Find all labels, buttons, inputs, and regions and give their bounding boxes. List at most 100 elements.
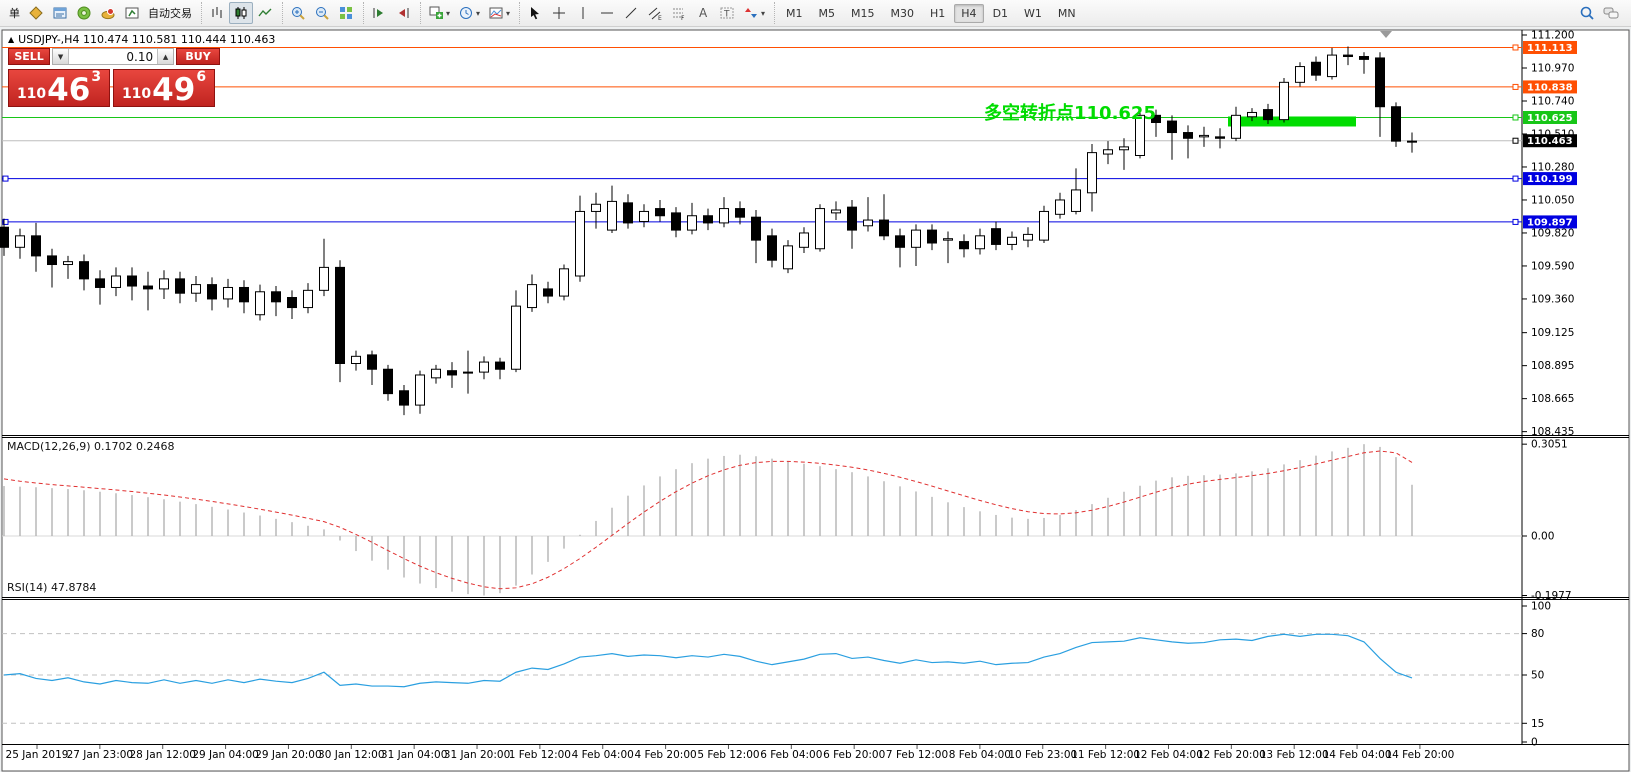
hline-right-marker[interactable] — [1512, 218, 1519, 225]
price-tick-label: 111.200 — [1531, 30, 1574, 42]
vertical-line-icon[interactable] — [571, 2, 595, 24]
zoom-in-icon[interactable] — [286, 2, 310, 24]
candle-body — [1151, 114, 1161, 124]
candle-body — [559, 268, 569, 297]
hline-left-marker[interactable] — [2, 175, 9, 182]
time-label[interactable]: 4 Feb 04:00 — [572, 749, 634, 761]
timeframe-m1-button[interactable]: M1 — [786, 6, 803, 20]
sell-price-button[interactable]: 110 46 3 — [8, 69, 110, 107]
timeframe-h4-button[interactable]: H4 — [954, 3, 984, 23]
time-label[interactable]: 6 Feb 04:00 — [760, 749, 822, 761]
time-label[interactable]: 14 Feb 20:00 — [1385, 749, 1454, 761]
new-order-button[interactable]: 单 — [9, 7, 20, 20]
timeframe-w1-button[interactable]: W1 — [1024, 6, 1042, 20]
time-label[interactable]: 13 Feb 12:00 — [1260, 749, 1329, 761]
time-label[interactable]: 7 Feb 12:00 — [886, 749, 948, 761]
time-label[interactable]: 6 Feb 20:00 — [823, 749, 885, 761]
timeframe-m30-button[interactable]: M30 — [890, 6, 915, 20]
collapse-arrow-icon[interactable]: ▲ — [8, 35, 15, 44]
svg-text:E: E — [658, 15, 662, 21]
hline-right-marker[interactable] — [1512, 83, 1519, 90]
sell-button[interactable]: SELL — [8, 48, 51, 65]
candle-body — [335, 266, 345, 365]
candlestick-chart-icon[interactable] — [229, 2, 253, 24]
volume-decrease-button[interactable]: ▼ — [53, 49, 70, 64]
new-chart-caret[interactable]: ▾ — [446, 8, 451, 18]
buy-price-big: 49 — [152, 71, 196, 108]
hline-right-marker[interactable] — [1512, 175, 1519, 182]
chart-title-text: USDJPY-,H4 110.474 110.581 110.444 110.4… — [18, 33, 276, 46]
time-label[interactable]: 28 Jan 12:00 — [129, 749, 195, 761]
period-caret[interactable]: ▾ — [476, 8, 481, 18]
market-watch-icon[interactable] — [48, 2, 72, 24]
buy-button[interactable]: BUY — [176, 48, 220, 65]
zoom-out-icon[interactable] — [310, 2, 334, 24]
timeframe-mn-button[interactable]: MN — [1057, 6, 1076, 20]
horizontal-line-icon[interactable] — [595, 2, 619, 24]
time-label[interactable]: 5 Feb 12:00 — [697, 749, 759, 761]
trendline-icon[interactable] — [619, 2, 643, 24]
chat-icon[interactable] — [1599, 2, 1623, 24]
price-tick-label: 110.050 — [1531, 194, 1574, 206]
time-label[interactable]: 8 Feb 04:00 — [949, 749, 1011, 761]
time-label[interactable]: 12 Feb 04:00 — [1134, 749, 1203, 761]
template-caret[interactable]: ▾ — [506, 8, 511, 18]
template-icon[interactable] — [484, 2, 508, 24]
hline-right-marker[interactable] — [1512, 114, 1519, 121]
volume-increase-button[interactable]: ▲ — [157, 49, 174, 64]
candle-body — [239, 286, 249, 303]
time-label[interactable]: 1 Feb 12:00 — [509, 749, 571, 761]
arrows-icon[interactable] — [739, 2, 763, 24]
candle-body — [511, 305, 521, 370]
price-badge-109.897 — [1523, 215, 1577, 229]
buy-price-button[interactable]: 110 49 6 — [113, 69, 215, 107]
navigator-icon[interactable] — [72, 2, 96, 24]
time-label[interactable]: 25 Jan 2019 — [6, 749, 69, 761]
new-chart-icon[interactable] — [424, 2, 448, 24]
time-label[interactable]: 10 Feb 23:00 — [1008, 749, 1077, 761]
timeframe-h1-button[interactable]: H1 — [930, 6, 946, 20]
candle-body — [31, 235, 41, 257]
hline-left-marker[interactable] — [2, 218, 9, 225]
candle-body — [1135, 114, 1145, 156]
channel-icon[interactable]: E — [643, 2, 667, 24]
time-label[interactable]: 27 Jan 23:00 — [67, 749, 133, 761]
volume-input[interactable]: 0.10 — [126, 49, 154, 64]
candle-body — [527, 284, 537, 309]
autotrading-icon[interactable] — [120, 2, 144, 24]
cursor-icon[interactable] — [523, 2, 547, 24]
terminal-icon[interactable] — [96, 2, 120, 24]
pivot-highlight-band — [1228, 116, 1356, 127]
bar-chart-icon[interactable] — [205, 2, 229, 24]
time-label[interactable]: 29 Jan 20:00 — [255, 749, 321, 761]
timeframe-m5-button[interactable]: M5 — [818, 6, 836, 20]
chart-shift-icon[interactable] — [391, 2, 415, 24]
time-label[interactable]: 31 Jan 20:00 — [444, 749, 510, 761]
tile-windows-icon[interactable] — [334, 2, 358, 24]
new-order-icon[interactable] — [24, 2, 48, 24]
hline-right-marker[interactable] — [1512, 137, 1519, 144]
time-label[interactable]: 11 Feb 12:00 — [1071, 749, 1140, 761]
search-icon[interactable] — [1575, 2, 1599, 24]
time-label[interactable]: 12 Feb 20:00 — [1197, 749, 1266, 761]
time-label[interactable]: 4 Feb 20:00 — [634, 749, 696, 761]
text-label-icon[interactable]: T — [715, 2, 739, 24]
time-label[interactable]: 30 Jan 12:00 — [318, 749, 384, 761]
autotrading-button[interactable]: 自动交易 — [148, 7, 192, 20]
line-chart-icon[interactable] — [253, 2, 277, 24]
hline-right-marker[interactable] — [1512, 44, 1519, 51]
timeframe-d1-button[interactable]: D1 — [992, 6, 1009, 20]
period-clock-icon[interactable] — [454, 2, 478, 24]
chart-shift-marker-icon[interactable] — [1380, 31, 1392, 38]
time-label[interactable]: 29 Jan 04:00 — [192, 749, 258, 761]
svg-text:A: A — [699, 6, 708, 20]
time-label[interactable]: 31 Jan 04:00 — [381, 749, 447, 761]
fibonacci-icon[interactable]: F — [667, 2, 691, 24]
arrows-caret[interactable]: ▾ — [761, 8, 766, 18]
text-icon[interactable]: A — [691, 2, 715, 24]
time-label[interactable]: 14 Feb 04:00 — [1323, 749, 1392, 761]
timeframe-m15-button[interactable]: M15 — [851, 6, 875, 20]
auto-scroll-icon[interactable] — [367, 2, 391, 24]
crosshair-icon[interactable] — [547, 2, 571, 24]
